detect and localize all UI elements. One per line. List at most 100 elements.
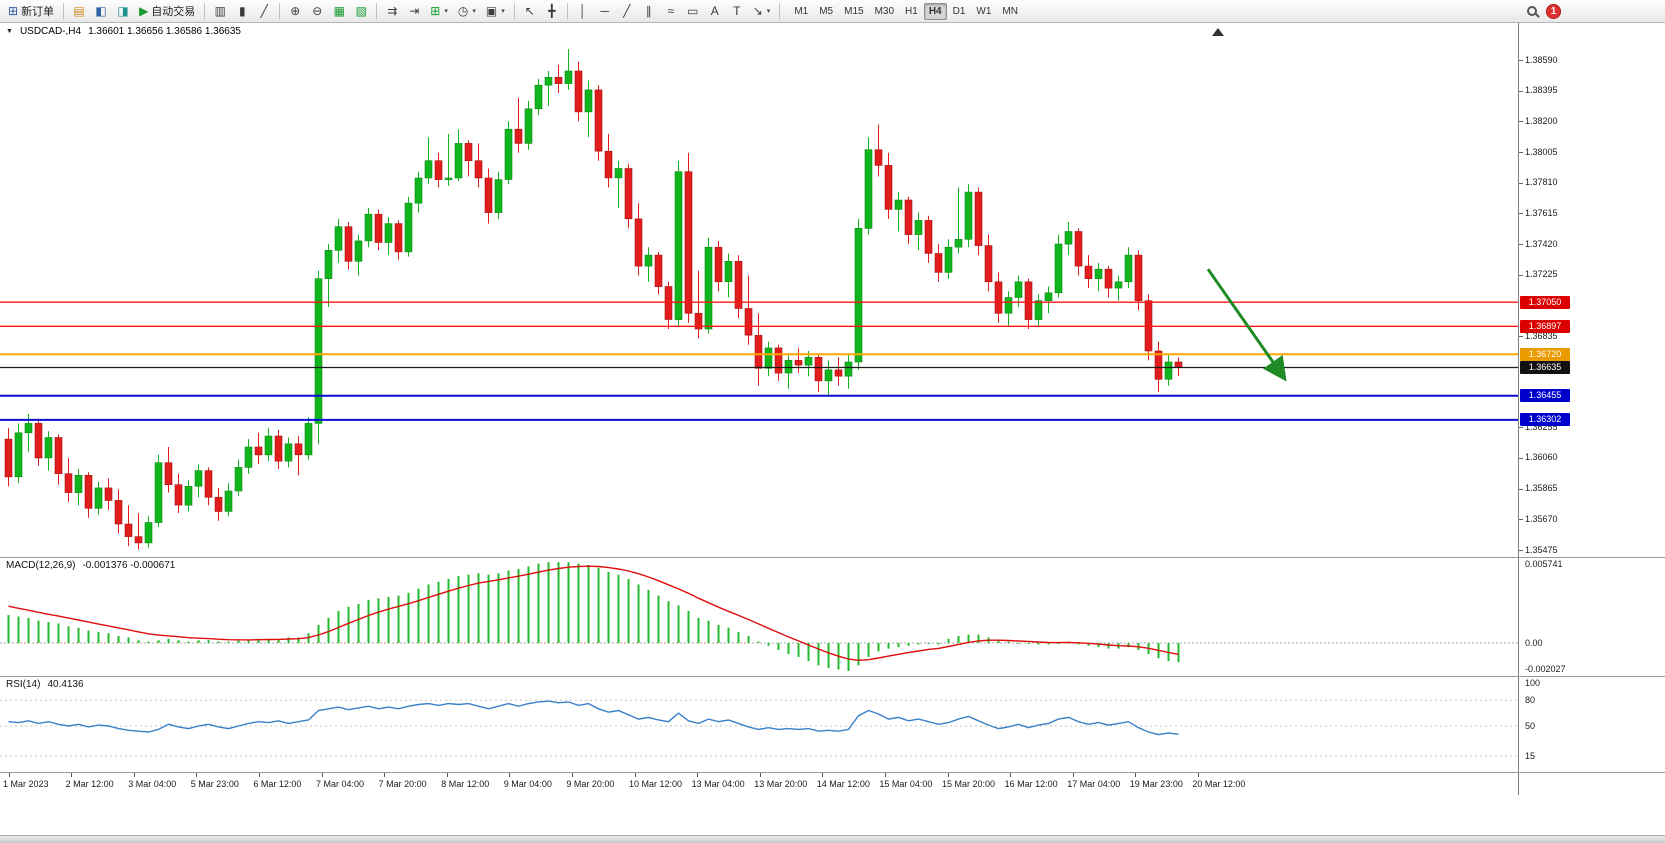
candle-body bbox=[944, 246, 953, 273]
text-button[interactable]: A bbox=[705, 2, 725, 21]
trend-arrow[interactable] bbox=[1206, 268, 1287, 382]
timeframe-button-d1[interactable]: D1 bbox=[952, 5, 966, 17]
price-axis-tick bbox=[1519, 121, 1523, 123]
time-axis-label: 2 Mar 12:00 bbox=[65, 779, 114, 789]
chevron-down-icon: ▾ bbox=[472, 8, 476, 15]
tile-windows-button[interactable]: ▦ bbox=[329, 2, 349, 21]
price-axis-label: 1.37420 bbox=[1525, 238, 1558, 249]
candlestick-mode-button[interactable]: ▮ bbox=[232, 2, 252, 21]
navigator-button[interactable]: ◨ bbox=[113, 2, 133, 21]
panel-splitter[interactable] bbox=[0, 772, 1665, 773]
vertical-line-icon: │ bbox=[578, 4, 587, 18]
candle-body bbox=[1084, 265, 1093, 280]
add-indicator-button[interactable]: ⊞ ▾ bbox=[426, 2, 452, 21]
panel-splitter[interactable] bbox=[0, 676, 1665, 677]
candle-body bbox=[1104, 268, 1113, 289]
timeframe-button-h1[interactable]: H1 bbox=[905, 5, 918, 17]
notification-badge[interactable]: 1 bbox=[1546, 3, 1561, 19]
chart-shift-button[interactable]: ⇥ bbox=[404, 2, 424, 21]
timeframe-button-h4[interactable]: H4 bbox=[923, 2, 947, 20]
main-chart-area[interactable]: ▼ USDCAD-,H4 1.36601 1.36656 1.36586 1.3… bbox=[0, 23, 1518, 557]
price-axis-label: 1.36255 bbox=[1525, 421, 1558, 432]
candlestick-chart[interactable] bbox=[0, 23, 1518, 557]
price-axis-tick bbox=[1519, 244, 1523, 246]
crosshair-button[interactable]: ╋ bbox=[542, 2, 562, 21]
arrows-tool-button[interactable]: ↘ ▾ bbox=[749, 2, 775, 21]
price-axis-tick bbox=[1519, 213, 1523, 215]
macd-axis[interactable]: 0.005741 0.00 -0.002027 bbox=[1518, 558, 1665, 676]
candle-body bbox=[234, 467, 243, 492]
price-axis[interactable]: 1.38590 1.38395 1.38200 1.38005 1.37810 1.376… bbox=[1518, 23, 1665, 557]
timeframe-button-m15[interactable]: M15 bbox=[844, 5, 864, 17]
candle-body bbox=[794, 360, 803, 366]
auto-trading-button[interactable]: ▶ 自动交易 bbox=[135, 2, 199, 21]
timeframe-button-m30[interactable]: M30 bbox=[874, 5, 895, 17]
channel-button[interactable]: ∥ bbox=[639, 2, 659, 21]
candle-body bbox=[844, 361, 853, 377]
cascade-windows-button[interactable]: ▧ bbox=[351, 2, 371, 21]
price-badge: 1.37050 bbox=[1520, 295, 1570, 309]
rsi-chart[interactable] bbox=[0, 677, 1518, 772]
main-chart-row: ▼ USDCAD-,H4 1.36601 1.36656 1.36586 1.3… bbox=[0, 23, 1665, 557]
timeframe-button-mn[interactable]: MN bbox=[1002, 5, 1018, 17]
shapes-button[interactable]: ▭ bbox=[683, 2, 703, 21]
zoom-out-button[interactable]: ⊖ bbox=[307, 2, 327, 21]
candle-body bbox=[994, 281, 1003, 314]
rsi-axis-label: 15 bbox=[1525, 750, 1536, 761]
candle-body bbox=[494, 179, 503, 213]
cursor-button[interactable]: ↖ bbox=[520, 2, 540, 21]
candle-body bbox=[104, 487, 113, 501]
auto-scroll-button[interactable]: ⇉ bbox=[382, 2, 402, 21]
line-chart-button[interactable]: ╱ bbox=[254, 2, 274, 21]
panel-splitter[interactable] bbox=[0, 557, 1665, 558]
candle-body bbox=[754, 334, 763, 369]
candle-body bbox=[534, 84, 543, 110]
chart-ohlc-values: 1.36601 1.36656 1.36586 1.36635 bbox=[88, 26, 241, 37]
template-button[interactable]: ▣ ▾ bbox=[482, 2, 509, 21]
candle-body bbox=[1054, 243, 1063, 294]
chart-dropdown-icon[interactable]: ▼ bbox=[6, 28, 13, 35]
candle-body bbox=[164, 462, 173, 486]
market-watch-button[interactable]: ▤ bbox=[69, 2, 89, 21]
timeframe-group: M1 M5 M15 M30 H1 H4 D1 W1 MN bbox=[789, 2, 1023, 20]
text-label-icon: T bbox=[733, 4, 741, 18]
search-icon[interactable] bbox=[1527, 6, 1537, 16]
price-axis-tick bbox=[1519, 60, 1523, 61]
candle-body bbox=[694, 312, 703, 330]
candle-body bbox=[504, 128, 513, 180]
rsi-panel[interactable]: RSI(14) 40.4136 bbox=[0, 677, 1518, 772]
toolbar-separator bbox=[376, 3, 378, 19]
time-axis-label: 16 Mar 12:00 bbox=[1004, 779, 1058, 789]
candle-body bbox=[74, 474, 83, 493]
new-order-button[interactable]: ⊞ 新订单 bbox=[4, 2, 58, 21]
data-window-button[interactable]: ◧ bbox=[91, 2, 111, 21]
time-axis-row: 1 Mar 2023 2 Mar 12:00 3 Mar 04:00 5 Mar 23… bbox=[0, 773, 1665, 795]
vertical-line-button[interactable]: │ bbox=[573, 2, 593, 21]
horizontal-line-button[interactable]: ─ bbox=[595, 2, 615, 21]
toolbar-separator bbox=[204, 3, 206, 19]
candle-body bbox=[484, 177, 493, 213]
timeframe-button-m5[interactable]: M5 bbox=[819, 5, 834, 17]
elliott-wave-button[interactable]: ≈ bbox=[661, 2, 681, 21]
price-axis-tick bbox=[1519, 427, 1523, 429]
timeframe-button-m1[interactable]: M1 bbox=[794, 5, 809, 17]
time-axis-label: 19 Mar 23:00 bbox=[1129, 779, 1183, 789]
text-label-button[interactable]: T bbox=[727, 2, 747, 21]
rsi-label: RSI(14) 40.4136 bbox=[6, 679, 84, 690]
candle-body bbox=[734, 261, 743, 309]
macd-chart[interactable] bbox=[0, 558, 1518, 676]
candle-body bbox=[964, 191, 973, 240]
time-axis-label: 15 Mar 04:00 bbox=[879, 779, 933, 789]
candle-body bbox=[1034, 300, 1043, 320]
bar-chart-button[interactable]: ▥ bbox=[210, 2, 230, 21]
macd-panel[interactable]: MACD(12,26,9) -0.001376 -0.000671 bbox=[0, 558, 1518, 676]
trendline-button[interactable]: ╱ bbox=[617, 2, 637, 21]
rsi-axis[interactable]: 100 80 50 15 bbox=[1518, 677, 1665, 772]
price-badge: 1.36302 bbox=[1520, 413, 1570, 427]
zoom-in-button[interactable]: ⊕ bbox=[285, 2, 305, 21]
time-axis[interactable]: 1 Mar 2023 2 Mar 12:00 3 Mar 04:00 5 Mar 23… bbox=[0, 773, 1518, 795]
timeframe-button-w1[interactable]: W1 bbox=[976, 5, 992, 17]
time-axis-tick bbox=[258, 773, 260, 777]
time-axis-label: 13 Mar 04:00 bbox=[691, 779, 745, 789]
period-button[interactable]: ◷ ▾ bbox=[454, 2, 480, 21]
